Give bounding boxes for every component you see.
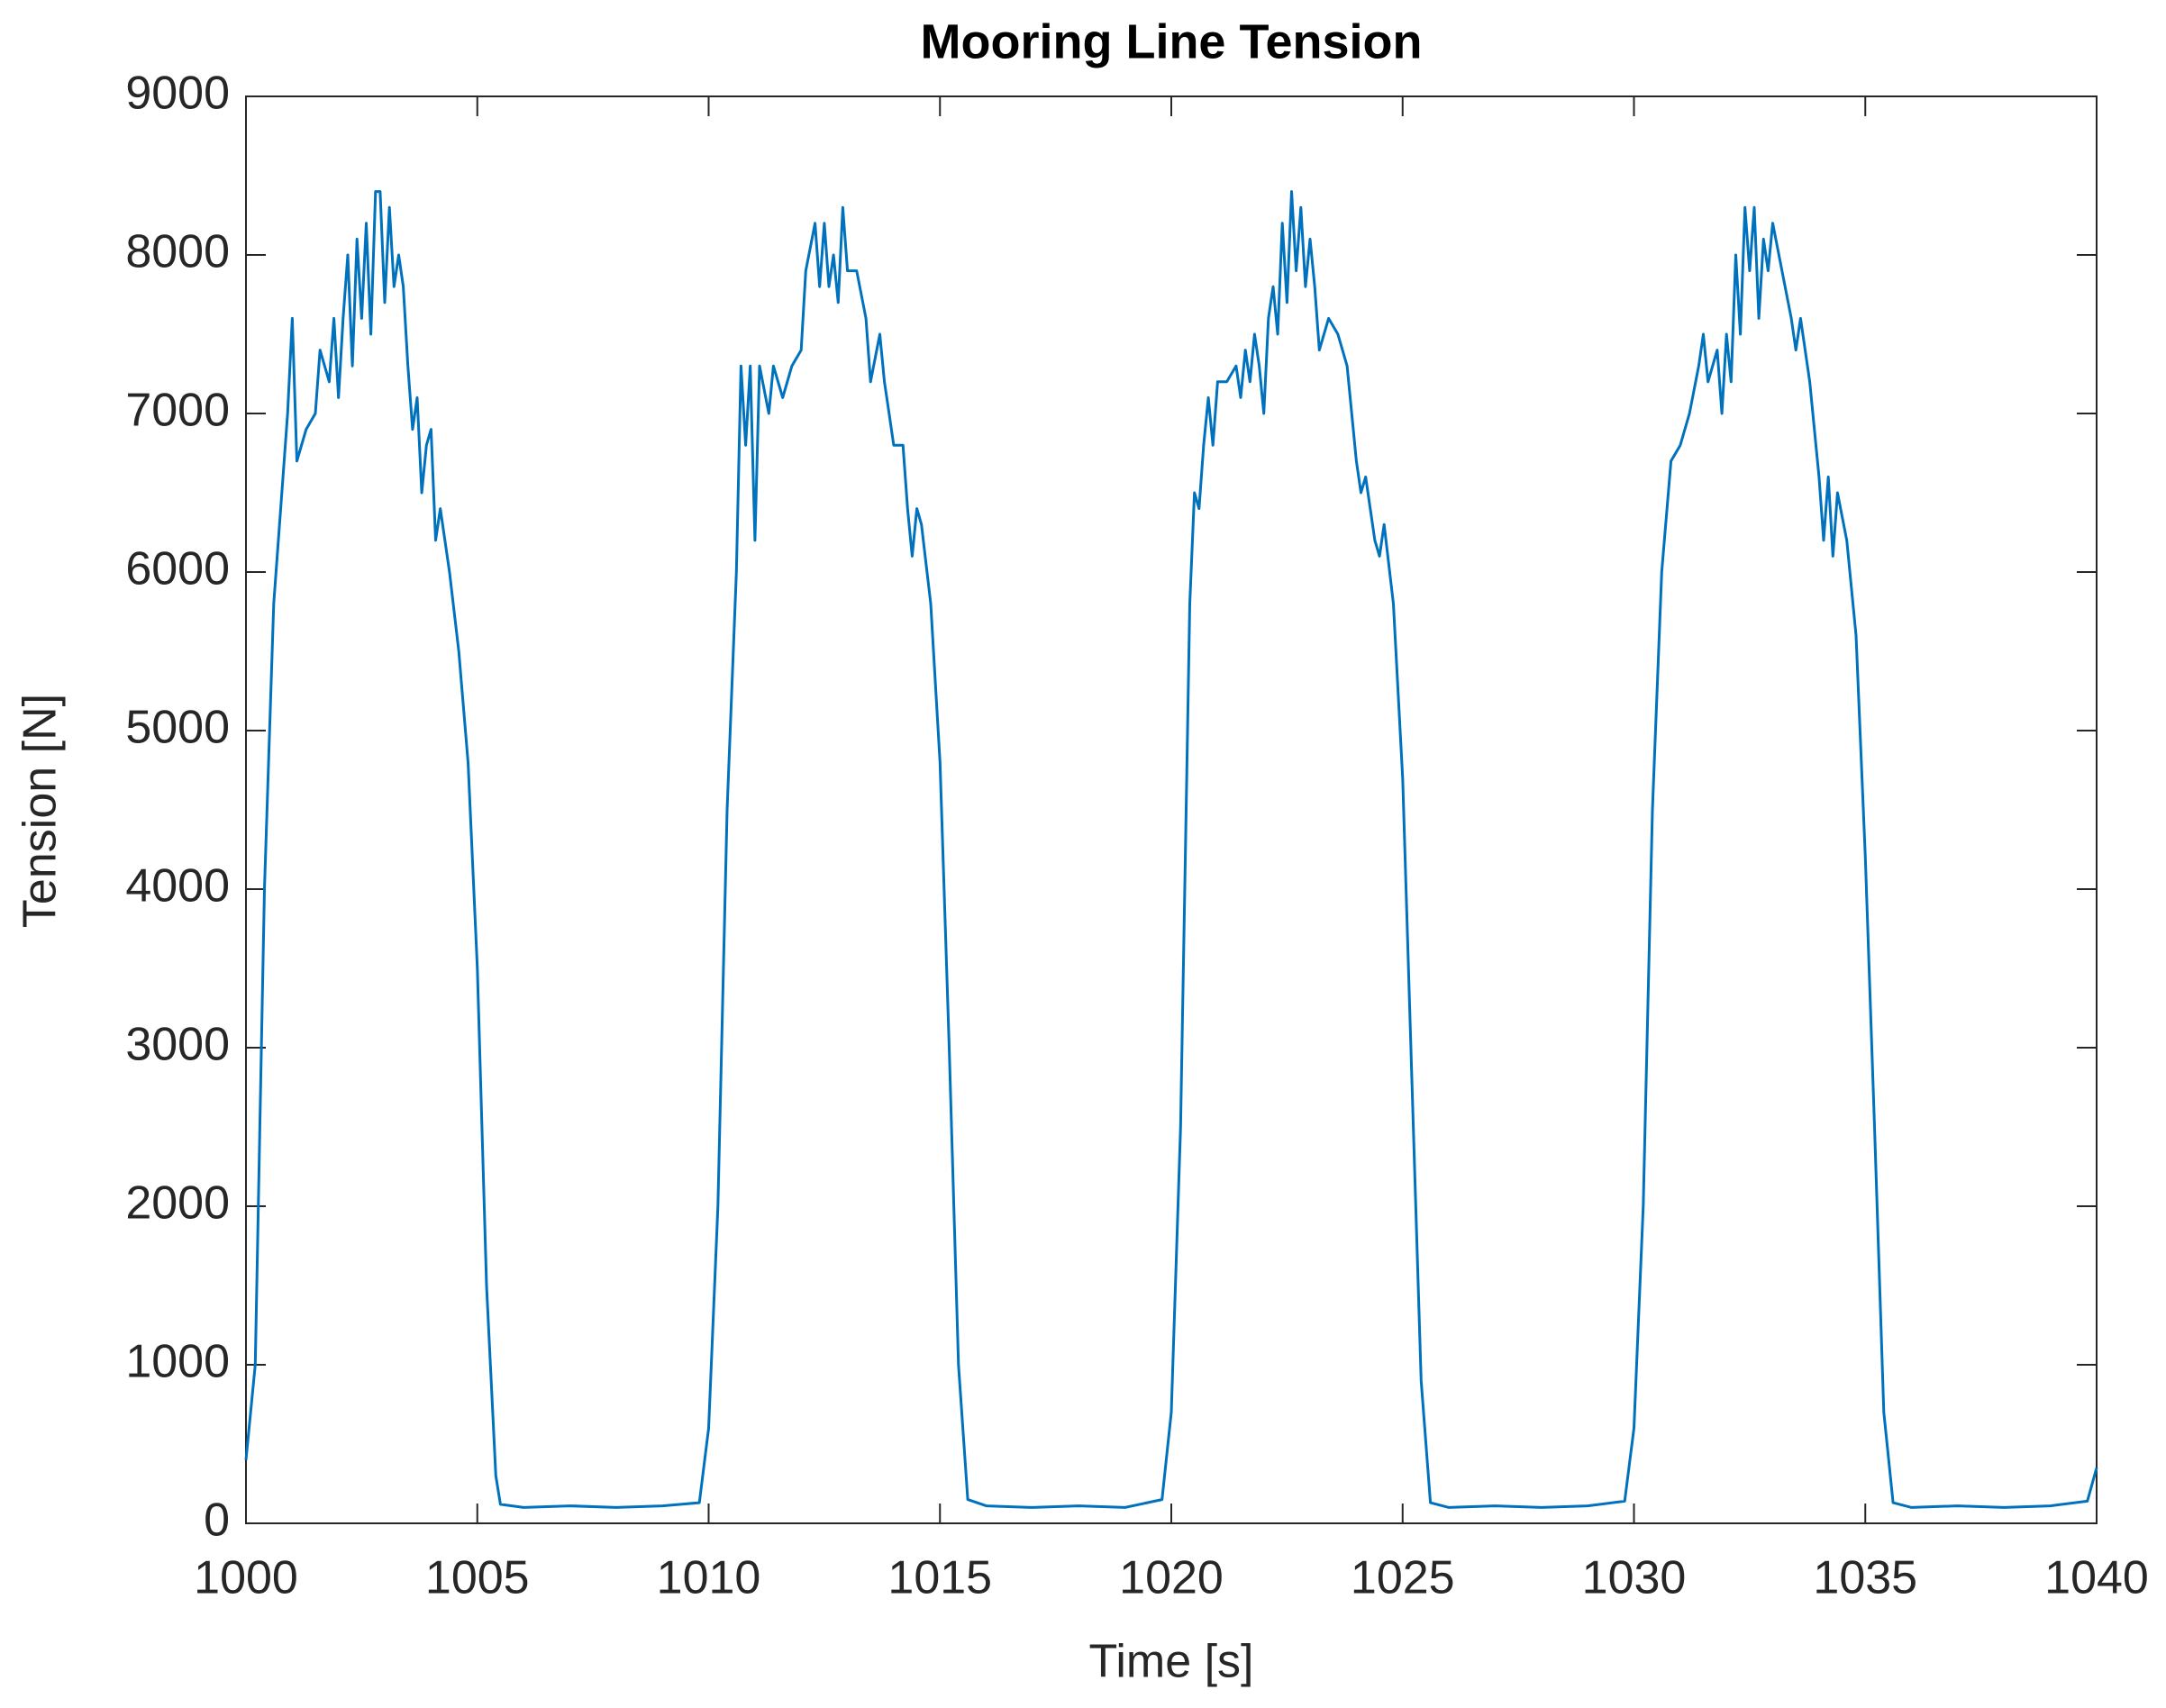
- y-tick-label: 5000: [125, 702, 230, 754]
- y-tick-label: 8000: [125, 226, 230, 278]
- x-tick-label: 1000: [194, 1552, 298, 1604]
- y-tick-label: 7000: [125, 385, 230, 437]
- x-axis-label: Time [s]: [1089, 1636, 1254, 1688]
- x-tick-label: 1040: [2044, 1552, 2149, 1604]
- x-tick-label: 1025: [1351, 1552, 1455, 1604]
- y-tick-label: 4000: [125, 860, 230, 913]
- x-tick-label: 1035: [1813, 1552, 1917, 1604]
- x-tick-label: 1005: [425, 1552, 530, 1604]
- y-tick-label: 0: [204, 1494, 230, 1547]
- y-tick-label: 6000: [125, 543, 230, 595]
- y-tick-label: 3000: [125, 1019, 230, 1071]
- plot-area: [245, 95, 2098, 1524]
- x-tick-label: 1020: [1119, 1552, 1224, 1604]
- y-tick-label: 9000: [125, 68, 230, 120]
- x-tick-label: 1010: [657, 1552, 761, 1604]
- chart-title: Mooring Line Tension: [921, 14, 1423, 68]
- y-tick-label: 2000: [125, 1177, 230, 1230]
- x-tick-label: 1015: [887, 1552, 992, 1604]
- data-line: [244, 190, 2098, 1509]
- x-tick-label: 1030: [1582, 1552, 1687, 1604]
- y-tick-label: 1000: [125, 1336, 230, 1388]
- y-axis-label: Tension [N]: [14, 694, 67, 928]
